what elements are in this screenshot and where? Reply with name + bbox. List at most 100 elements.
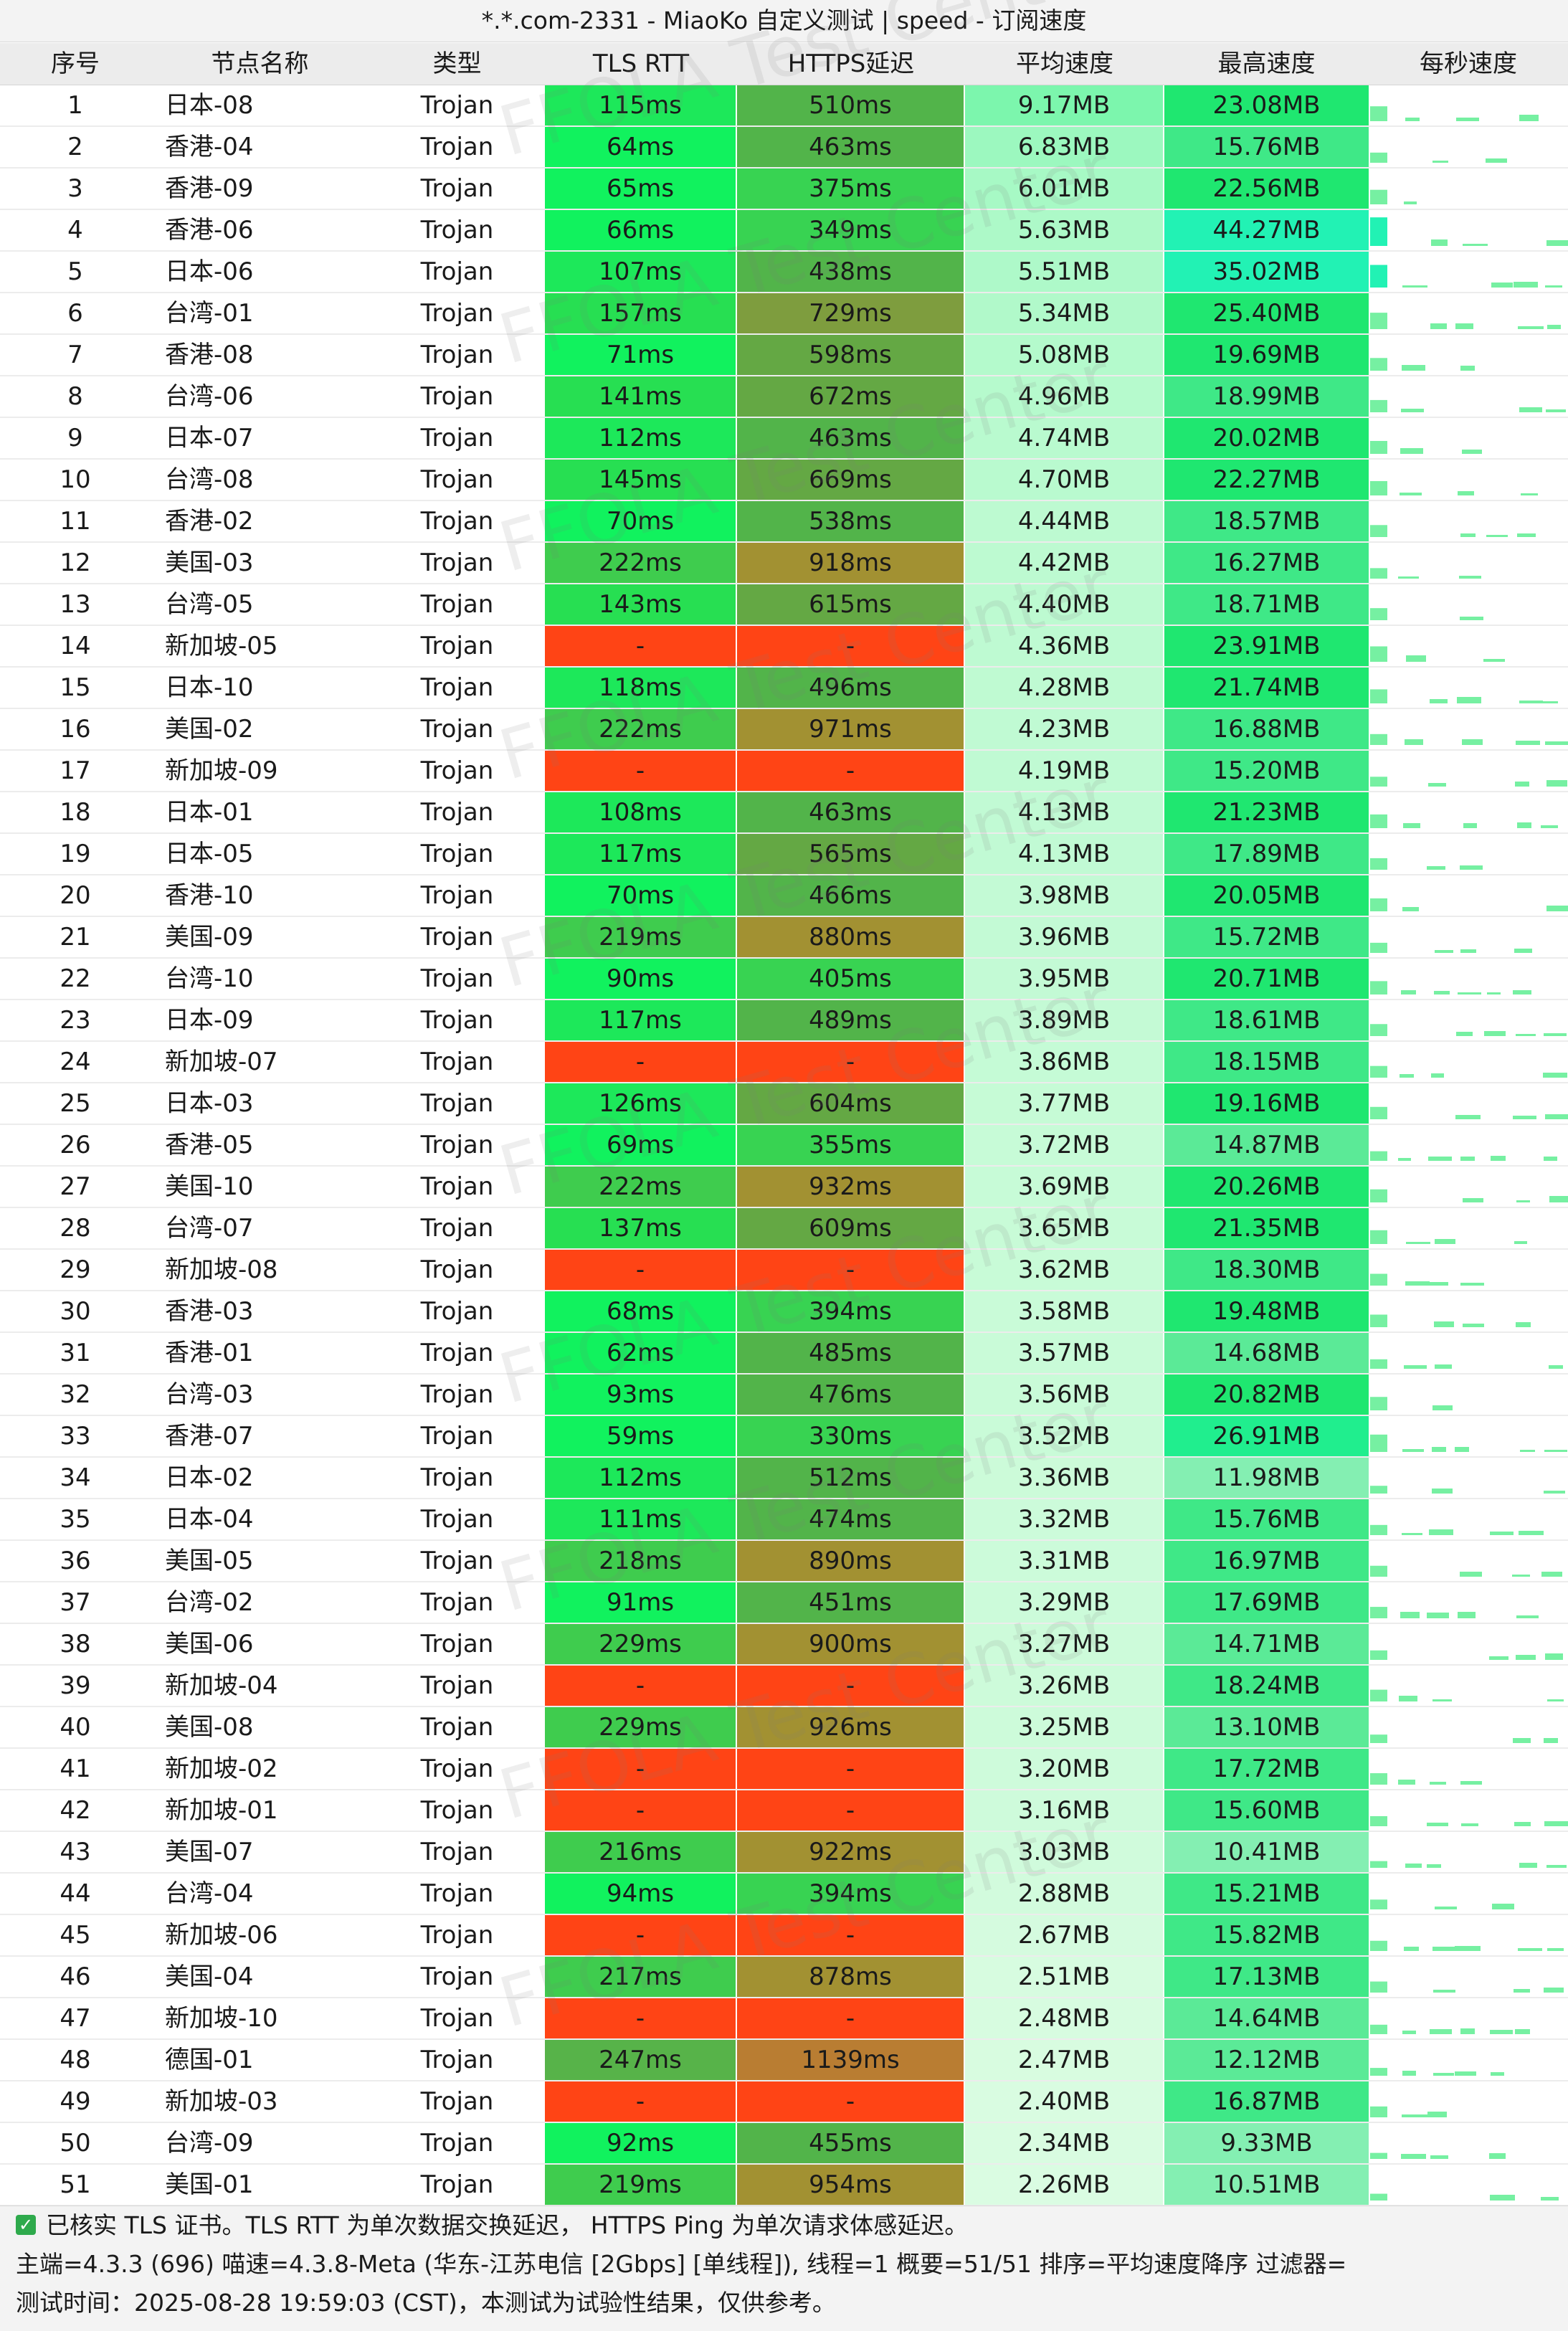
table-row[interactable]: 1 日本-08 Trojan 115ms 510ms 9.17MB 23.08MB bbox=[0, 85, 1568, 127]
table-row[interactable]: 7 香港-08 Trojan 71ms 598ms 5.08MB 19.69MB bbox=[0, 335, 1568, 376]
sparkline-bar bbox=[1432, 1447, 1446, 1452]
table-row[interactable]: 46 美国-04 Trojan 217ms 878ms 2.51MB 17.13MB bbox=[0, 1957, 1568, 1998]
table-row[interactable]: 34 日本-02 Trojan 112ms 512ms 3.36MB 11.98MB bbox=[0, 1458, 1568, 1499]
header-name[interactable]: 节点名称 bbox=[211, 49, 309, 78]
node-name: 美国-06 bbox=[165, 1630, 254, 1658]
node-type: Trojan bbox=[420, 465, 494, 494]
table-row[interactable]: 25 日本-03 Trojan 126ms 604ms 3.77MB 19.16MB bbox=[0, 1083, 1568, 1125]
table-row[interactable]: 30 香港-03 Trojan 68ms 394ms 3.58MB 19.48MB bbox=[0, 1291, 1568, 1333]
sparkline-bar bbox=[1545, 285, 1562, 288]
row-index: 28 bbox=[60, 1214, 91, 1243]
max-speed-cell: 15.82MB bbox=[1164, 1915, 1369, 1955]
table-row[interactable]: 39 新加坡-04 Trojan - -3.26MB 18.24MB bbox=[0, 1666, 1568, 1707]
table-row[interactable]: 37 台湾-02 Trojan 91ms 451ms 3.29MB 17.69MB bbox=[0, 1582, 1568, 1624]
table-row[interactable]: 27 美国-10 Trojan 222ms 932ms 3.69MB 20.26MB bbox=[0, 1167, 1568, 1208]
table-row[interactable]: 44 台湾-04 Trojan 94ms 394ms 2.88MB 15.21MB bbox=[0, 1874, 1568, 1915]
sparkline-bar bbox=[1490, 2195, 1515, 2201]
node-name: 美国-05 bbox=[165, 1547, 254, 1575]
table-row[interactable]: 9 日本-07 Trojan 112ms 463ms 4.74MB 20.02MB bbox=[0, 418, 1568, 460]
table-row[interactable]: 21 美国-09 Trojan 219ms 880ms 3.96MB 15.72MB bbox=[0, 917, 1568, 959]
table-row[interactable]: 17 新加坡-09 Trojan - -4.19MB 15.20MB bbox=[0, 751, 1568, 792]
header-https-latency[interactable]: HTTPS延迟 bbox=[787, 49, 915, 78]
table-row[interactable]: 23 日本-09 Trojan 117ms 489ms 3.89MB 18.61MB bbox=[0, 1000, 1568, 1042]
table-row[interactable]: 51 美国-01 Trojan 219ms 954ms 2.26MB 10.51MB bbox=[0, 2165, 1568, 2206]
node-name: 新加坡-06 bbox=[165, 1921, 278, 1950]
header-type[interactable]: 类型 bbox=[432, 49, 482, 78]
row-index: 16 bbox=[60, 715, 91, 744]
table-row[interactable]: 49 新加坡-03 Trojan - -2.40MB 16.87MB bbox=[0, 2081, 1568, 2123]
node-name: 香港-03 bbox=[165, 1297, 254, 1326]
https-latency-cell: 878ms bbox=[737, 1957, 965, 1997]
table-row[interactable]: 3 香港-09 Trojan 65ms 375ms 6.01MB 22.56MB bbox=[0, 168, 1568, 210]
per-second-speed-sparkline bbox=[1369, 792, 1568, 832]
table-row[interactable]: 20 香港-10 Trojan 70ms 466ms 3.98MB 20.05MB bbox=[0, 875, 1568, 917]
sparkline-bar bbox=[1406, 1242, 1430, 1244]
table-row[interactable]: 31 香港-01 Trojan 62ms 485ms 3.57MB 14.68MB bbox=[0, 1333, 1568, 1375]
sparkline-bar bbox=[1432, 1405, 1453, 1410]
table-row[interactable]: 40 美国-08 Trojan 229ms 926ms 3.25MB 13.10MB bbox=[0, 1707, 1568, 1749]
table-row[interactable]: 4 香港-06 Trojan 66ms 349ms 5.63MB 44.27MB bbox=[0, 210, 1568, 252]
table-row[interactable]: 8 台湾-06 Trojan 141ms 672ms 4.96MB 18.99MB bbox=[0, 376, 1568, 418]
max-speed-cell: 19.69MB bbox=[1164, 335, 1369, 375]
sparkline-bar bbox=[1370, 1815, 1387, 1826]
node-type: Trojan bbox=[420, 881, 494, 910]
node-type: Trojan bbox=[420, 1713, 494, 1742]
table-row[interactable]: 36 美国-05 Trojan 218ms 890ms 3.31MB 16.97MB bbox=[0, 1541, 1568, 1582]
node-type: Trojan bbox=[420, 549, 494, 577]
header-max-speed[interactable]: 最高速度 bbox=[1217, 49, 1316, 78]
table-row[interactable]: 32 台湾-03 Trojan 93ms 476ms 3.56MB 20.82MB bbox=[0, 1375, 1568, 1416]
header-tls-rtt[interactable]: TLS RTT bbox=[592, 49, 690, 78]
table-row[interactable]: 35 日本-04 Trojan 111ms 474ms 3.32MB 15.76MB bbox=[0, 1499, 1568, 1541]
node-name: 日本-02 bbox=[165, 1463, 254, 1492]
table-row[interactable]: 2 香港-04 Trojan 64ms 463ms 6.83MB 15.76MB bbox=[0, 127, 1568, 168]
table-row[interactable]: 33 香港-07 Trojan 59ms 330ms 3.52MB 26.91MB bbox=[0, 1416, 1568, 1458]
per-second-speed-sparkline bbox=[1369, 1666, 1568, 1706]
table-row[interactable]: 16 美国-02 Trojan 222ms 971ms 4.23MB 16.88MB bbox=[0, 709, 1568, 751]
table-row[interactable]: 50 台湾-09 Trojan 92ms 455ms 2.34MB 9.33MB bbox=[0, 2123, 1568, 2165]
sparkline-bar bbox=[1455, 2071, 1476, 2076]
table-row[interactable]: 22 台湾-10 Trojan 90ms 405ms 3.95MB 20.71MB bbox=[0, 959, 1568, 1000]
sparkline-bar bbox=[1456, 1032, 1473, 1036]
table-row[interactable]: 45 新加坡-06 Trojan - -2.67MB 15.82MB bbox=[0, 1915, 1568, 1957]
row-index: 47 bbox=[60, 2004, 91, 2033]
table-row[interactable]: 11 香港-02 Trojan 70ms 538ms 4.44MB 18.57MB bbox=[0, 501, 1568, 543]
table-row[interactable]: 24 新加坡-07 Trojan - -3.86MB 18.15MB bbox=[0, 1042, 1568, 1083]
table-row[interactable]: 13 台湾-05 Trojan 143ms 615ms 4.40MB 18.71MB bbox=[0, 584, 1568, 626]
table-row[interactable]: 41 新加坡-02 Trojan - -3.20MB 17.72MB bbox=[0, 1749, 1568, 1790]
header-per-second-speed[interactable]: 每秒速度 bbox=[1420, 49, 1517, 78]
row-index: 30 bbox=[60, 1297, 91, 1326]
sparkline-chart bbox=[1370, 1230, 1527, 1244]
sparkline-chart bbox=[1370, 1689, 1564, 1701]
table-row[interactable]: 5 日本-06 Trojan 107ms 438ms 5.51MB 35.02MB bbox=[0, 252, 1568, 293]
row-index: 9 bbox=[67, 424, 83, 452]
table-row[interactable]: 38 美国-06 Trojan 229ms 900ms 3.27MB 14.71MB bbox=[0, 1624, 1568, 1666]
table-row[interactable]: 43 美国-07 Trojan 216ms 922ms 3.03MB 10.41MB bbox=[0, 1832, 1568, 1874]
table-row[interactable]: 47 新加坡-10 Trojan - -2.48MB 14.64MB bbox=[0, 1998, 1568, 2040]
table-row[interactable]: 18 日本-01 Trojan 108ms 463ms 4.13MB 21.23MB bbox=[0, 792, 1568, 834]
avg-speed-cell: 3.20MB bbox=[965, 1749, 1164, 1789]
table-row[interactable]: 19 日本-05 Trojan 117ms 565ms 4.13MB 17.89MB bbox=[0, 834, 1568, 875]
sparkline-bar bbox=[1460, 1157, 1475, 1161]
sparkline-bar bbox=[1370, 1524, 1387, 1535]
table-row[interactable]: 48 德国-01 Trojan 247ms 1139ms 2.47MB 12.12MB bbox=[0, 2040, 1568, 2081]
sparkline-bar bbox=[1370, 265, 1387, 288]
sparkline-bar bbox=[1514, 949, 1532, 953]
max-speed-cell: 22.27MB bbox=[1164, 460, 1369, 500]
sparkline-bar bbox=[1400, 493, 1422, 495]
sparkline-bar bbox=[1370, 1106, 1387, 1119]
table-row[interactable]: 29 新加坡-08 Trojan - -3.62MB 18.30MB bbox=[0, 1250, 1568, 1291]
header-index[interactable]: 序号 bbox=[51, 49, 100, 78]
sparkline-chart bbox=[1370, 1861, 1567, 1868]
per-second-speed-sparkline bbox=[1369, 1541, 1568, 1581]
table-row[interactable]: 14 新加坡-05 Trojan - -4.36MB 23.91MB bbox=[0, 626, 1568, 668]
max-speed-cell: 18.30MB bbox=[1164, 1250, 1369, 1290]
table-row[interactable]: 12 美国-03 Trojan 222ms 918ms 4.42MB 16.27MB bbox=[0, 543, 1568, 584]
table-row[interactable]: 26 香港-05 Trojan 69ms 355ms 3.72MB 14.87MB bbox=[0, 1125, 1568, 1167]
table-row[interactable]: 15 日本-10 Trojan 118ms 496ms 4.28MB 21.74MB bbox=[0, 668, 1568, 709]
table-row[interactable]: 6 台湾-01 Trojan 157ms 729ms 5.34MB 25.40MB bbox=[0, 293, 1568, 335]
avg-speed-cell: 3.52MB bbox=[965, 1416, 1164, 1456]
table-row[interactable]: 42 新加坡-01 Trojan - -3.16MB 15.60MB bbox=[0, 1790, 1568, 1832]
table-row[interactable]: 28 台湾-07 Trojan 137ms 609ms 3.65MB 21.35MB bbox=[0, 1208, 1568, 1250]
table-row[interactable]: 10 台湾-08 Trojan 145ms 669ms 4.70MB 22.27MB bbox=[0, 460, 1568, 501]
header-avg-speed[interactable]: 平均速度 bbox=[1016, 49, 1113, 78]
